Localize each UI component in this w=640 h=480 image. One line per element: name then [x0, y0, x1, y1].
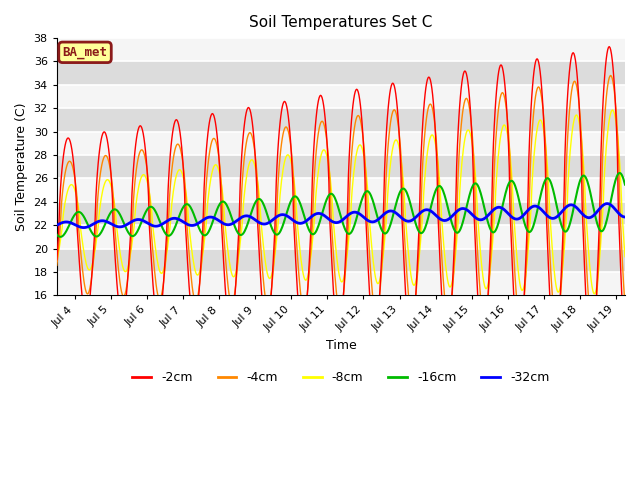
Bar — [57, 61, 625, 85]
Bar — [57, 202, 625, 225]
Bar — [57, 38, 625, 61]
Legend: -2cm, -4cm, -8cm, -16cm, -32cm: -2cm, -4cm, -8cm, -16cm, -32cm — [127, 366, 554, 389]
Y-axis label: Soil Temperature (C): Soil Temperature (C) — [15, 103, 28, 231]
Bar — [57, 155, 625, 179]
Bar — [57, 225, 625, 249]
Bar — [57, 179, 625, 202]
Title: Soil Temperatures Set C: Soil Temperatures Set C — [249, 15, 433, 30]
Bar — [57, 249, 625, 272]
Bar — [57, 108, 625, 132]
Bar — [57, 132, 625, 155]
X-axis label: Time: Time — [326, 339, 356, 352]
Bar — [57, 272, 625, 295]
Bar — [57, 85, 625, 108]
Text: BA_met: BA_met — [63, 46, 108, 59]
